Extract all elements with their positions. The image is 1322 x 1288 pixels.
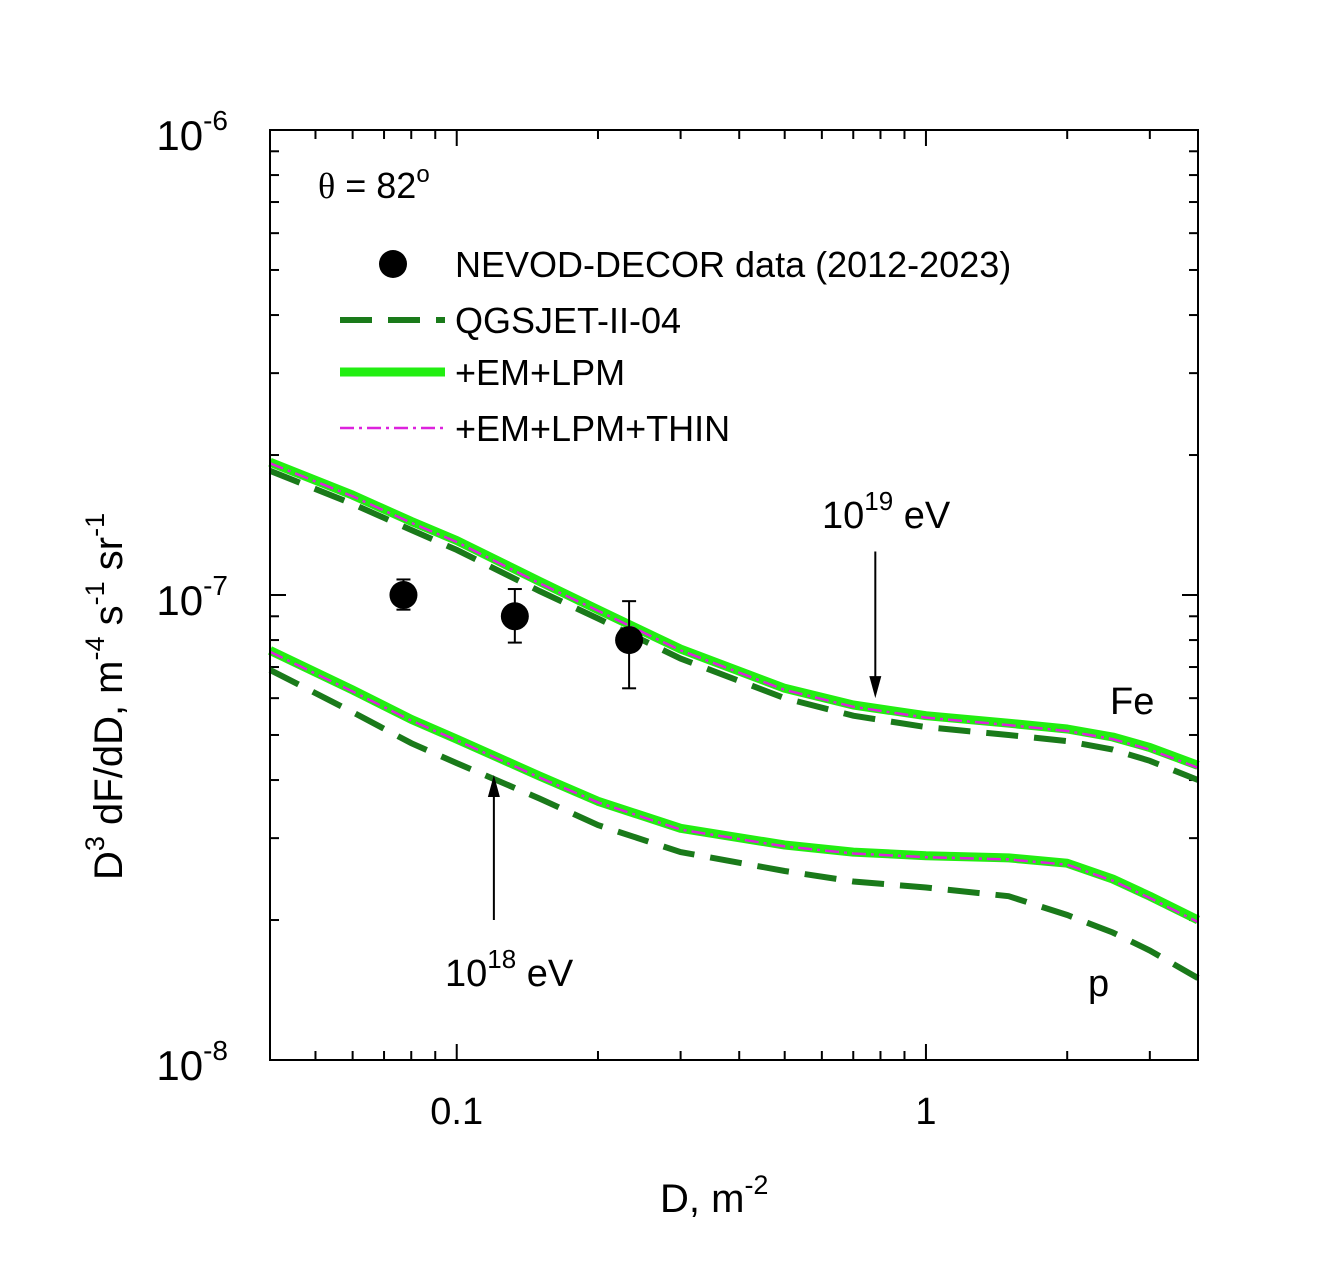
y-tick-label: 10-8 xyxy=(156,1035,228,1089)
y-axis-label: D3 dF/dD, m-4 s-1 sr-1 xyxy=(80,513,131,880)
p-curve-label: p xyxy=(1088,963,1109,1005)
data-point xyxy=(389,581,418,609)
series-line-p-qgsjet xyxy=(268,667,1200,981)
theta-label: θ = 82o xyxy=(318,161,430,206)
annotation-1e19-ev: 1019 eV xyxy=(822,486,951,537)
series-line-fe-em-lpm-thin xyxy=(269,462,1199,769)
arrow-head-e18 xyxy=(487,775,500,798)
annotation-arrows xyxy=(487,551,882,921)
data-point xyxy=(615,626,644,655)
legend-symbol-data xyxy=(379,250,407,278)
series-line-fe-em-lpm xyxy=(268,458,1200,770)
annotation-1e18-ev: 1018 eV xyxy=(445,944,574,995)
legend-label-data: NEVOD-DECOR data (2012-2023) xyxy=(455,244,1011,285)
series-line-p-em-lpm-thin xyxy=(269,650,1199,924)
legend-label-qgsjet: QGSJET-II-04 xyxy=(455,300,681,341)
y-tick-label: 10-6 xyxy=(156,105,228,159)
tick-labels: 0.1 1 10-8 10-7 10-6 xyxy=(156,105,936,1133)
legend: NEVOD-DECOR data (2012-2023) QGSJET-II-04… xyxy=(340,244,1011,449)
x-axis-label: D, m-2 xyxy=(660,1170,768,1221)
x-tick-label: 1 xyxy=(915,1091,936,1133)
y-tick-label: 10-7 xyxy=(156,570,228,624)
x-tick-label: 0.1 xyxy=(430,1091,483,1133)
data-points xyxy=(389,578,644,690)
arrow-head-e19 xyxy=(869,676,882,699)
svg-text:D3 dF/dD, m-4 s-1 sr-1: D3 dF/dD, m-4 s-1 sr-1 xyxy=(80,513,131,880)
series-line-p-em-lpm xyxy=(268,646,1200,925)
fe-curve-label: Fe xyxy=(1110,681,1154,723)
legend-label-em-lpm: +EM+LPM xyxy=(455,352,625,393)
plot-frame xyxy=(269,129,1199,1061)
legend-label-em-lpm-thin: +EM+LPM+THIN xyxy=(455,408,730,449)
data-point xyxy=(500,602,529,631)
curves xyxy=(268,458,1200,981)
series-line-fe-qgsjet xyxy=(268,468,1200,783)
